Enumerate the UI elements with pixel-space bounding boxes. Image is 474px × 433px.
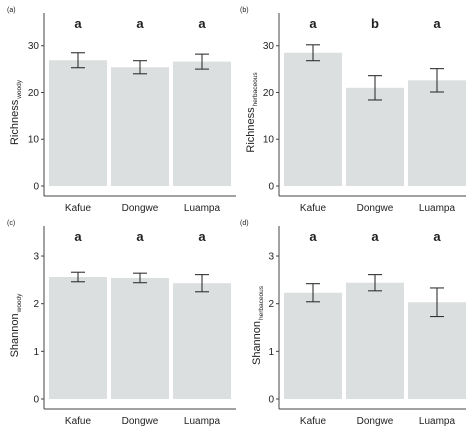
x-tick-label: Dongwe (357, 203, 394, 214)
significance-letter: a (74, 16, 82, 31)
bar-dongwe (346, 87, 404, 186)
x-tick-label: Dongwe (122, 203, 159, 214)
error-bar (306, 44, 320, 62)
error-bar (306, 283, 320, 303)
chart-panel-3: (c) a Kafue a Dongwe a Luampa 0 1 2 3 Shannonwoody (7, 220, 236, 427)
y-tick-label: 20 (263, 88, 275, 99)
bar-luampa (408, 302, 466, 399)
significance-letter: a (371, 229, 379, 244)
y-tick-label: 0 (268, 395, 274, 406)
error-bar (133, 272, 147, 284)
y-tick-label: 3 (268, 252, 274, 263)
significance-letter: a (136, 16, 144, 31)
y-tick-label: 0 (33, 395, 39, 406)
significance-letter: a (198, 229, 206, 244)
y-tick-label: 0 (33, 182, 39, 193)
y-tick-label: 0 (268, 182, 274, 193)
significance-letter: a (309, 16, 317, 31)
panel-label: (b) (240, 7, 249, 14)
chart-panel-2: (b) a Kafue b Dongwe a Luampa 0 10 20 30 Richnesshe… (240, 7, 466, 214)
bar-kafue (284, 292, 342, 399)
bar-dongwe (346, 282, 404, 399)
x-tick-label: Kafue (300, 416, 327, 427)
y-tick-label: 1 (33, 347, 39, 358)
bar-kafue (49, 276, 107, 399)
y-axis-title-main: Shannon (251, 321, 263, 365)
x-tick-label: Dongwe (357, 416, 394, 427)
significance-letter: a (74, 229, 82, 244)
significance-letter: a (433, 229, 441, 244)
x-tick-label: Kafue (65, 203, 92, 214)
x-tick-label: Luampa (419, 416, 456, 427)
significance-letter: a (198, 16, 206, 31)
significance-letter: a (309, 229, 317, 244)
x-tick-label: Luampa (184, 203, 221, 214)
error-bar (71, 271, 85, 283)
y-axis-title-subscript: herbaceous (258, 285, 265, 320)
x-tick-label: Luampa (419, 203, 456, 214)
y-tick-label: 20 (28, 88, 40, 99)
panel-label: (d) (240, 220, 249, 227)
y-axis-title: Richnessherbaceous (245, 72, 259, 153)
chart-panel-4: (d) a Kafue a Dongwe a Luampa 0 1 2 3 Shannonherbac… (240, 220, 466, 427)
error-bar (430, 287, 444, 318)
bar-luampa (173, 61, 231, 186)
y-axis-title-subscript: herbaceous (252, 72, 259, 107)
error-bar (195, 53, 209, 70)
bar-luampa (408, 80, 466, 186)
panel-label: (c) (7, 220, 15, 227)
bar-kafue (284, 52, 342, 187)
error-bar (368, 75, 382, 101)
error-bar (430, 68, 444, 93)
y-axis-title-main: Richness (245, 107, 257, 153)
x-tick-label: Kafue (65, 416, 92, 427)
y-tick-label: 1 (268, 347, 274, 358)
y-axis-title: Shannonherbaceous (251, 285, 265, 365)
error-bar (71, 52, 85, 69)
y-tick-label: 2 (268, 299, 274, 310)
y-tick-label: 3 (33, 252, 39, 263)
chart-panel-1: (a) a Kafue a Dongwe a Luampa 0 10 20 30 Richnesswo… (7, 7, 236, 214)
error-bar (368, 274, 382, 292)
y-tick-label: 10 (28, 135, 40, 146)
y-axis-title: Richnesswoody (9, 79, 23, 145)
panel-label: (a) (7, 7, 16, 14)
significance-letter: b (371, 16, 379, 31)
y-axis-title-main: Shannon (9, 313, 21, 357)
error-bar (133, 60, 147, 75)
significance-letter: a (136, 229, 144, 244)
x-tick-label: Luampa (184, 416, 221, 427)
y-tick-label: 2 (33, 299, 39, 310)
significance-letter: a (433, 16, 441, 31)
y-axis-title: Shannonwoody (9, 293, 23, 358)
y-tick-label: 30 (28, 41, 40, 52)
bar-luampa (173, 283, 231, 399)
x-tick-label: Kafue (300, 203, 327, 214)
x-tick-label: Dongwe (122, 416, 159, 427)
y-axis-title-subscript: woody (16, 79, 23, 100)
bar-dongwe (111, 67, 169, 186)
bar-kafue (49, 60, 107, 187)
y-tick-label: 10 (263, 135, 275, 146)
y-axis-title-main: Richness (9, 99, 21, 145)
error-bar (195, 274, 209, 293)
y-tick-label: 30 (263, 41, 275, 52)
bar-dongwe (111, 277, 169, 399)
y-axis-title-subscript: woody (16, 293, 23, 314)
